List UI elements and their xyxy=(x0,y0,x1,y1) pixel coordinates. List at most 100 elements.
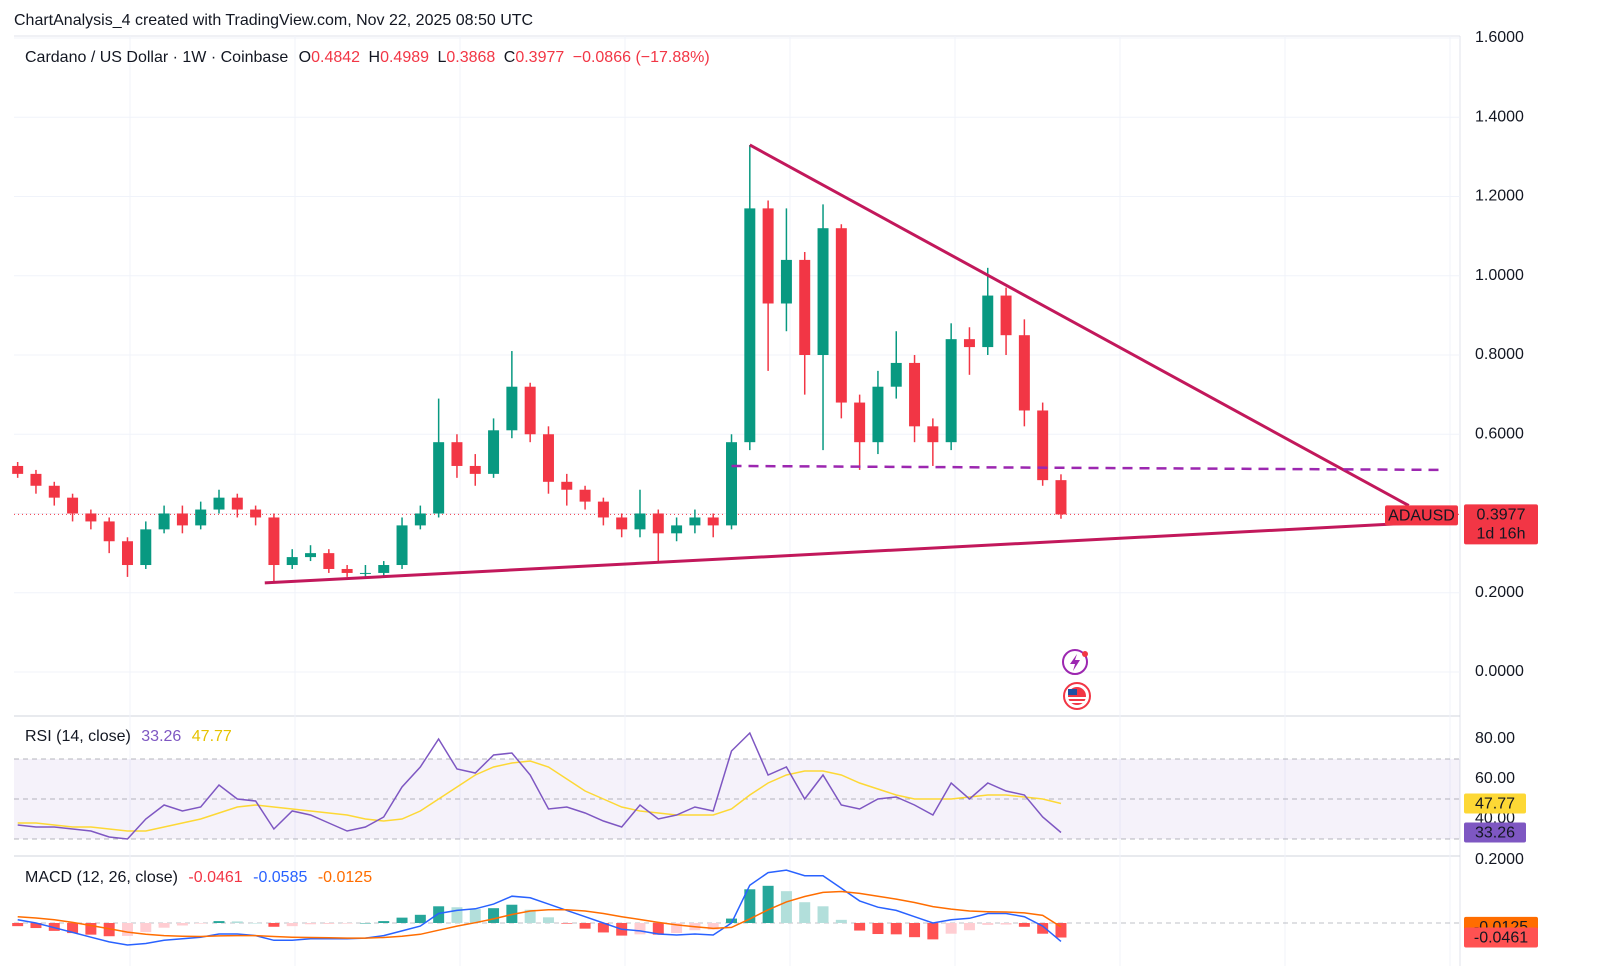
signal-value: -0.0125 xyxy=(318,869,372,886)
candle-body xyxy=(616,517,628,530)
candle-body xyxy=(67,497,79,514)
change: −0.0866 (−17.88%) xyxy=(573,49,710,66)
histogram-bar xyxy=(488,908,500,923)
histogram-bar xyxy=(945,922,957,934)
candle-body xyxy=(817,228,829,356)
candle-body xyxy=(799,259,811,356)
y-tick-label: 1.2000 xyxy=(1475,188,1524,205)
candle-body xyxy=(250,509,262,518)
rsi-ma-last-box xyxy=(1464,793,1526,814)
histogram-bar xyxy=(12,922,24,927)
rsi-legend: RSI (14, close) 33.26 47.77 xyxy=(25,728,232,745)
candle-body xyxy=(213,497,225,510)
event-icons[interactable] xyxy=(1062,649,1091,710)
y-tick-label: 0.2000 xyxy=(1475,584,1524,601)
ohlc-key: C xyxy=(504,49,516,66)
candle-body xyxy=(671,525,683,534)
histogram-bar xyxy=(341,922,353,924)
histogram-bar xyxy=(231,921,243,923)
candle-body xyxy=(634,513,646,530)
candle-body xyxy=(158,513,170,530)
histogram-bar xyxy=(176,922,188,926)
histogram-bar xyxy=(817,906,829,923)
candle-body xyxy=(140,529,152,566)
histogram-bar xyxy=(1037,922,1049,934)
candle-body xyxy=(835,228,847,403)
ohlc-value: 0.3977 xyxy=(515,49,564,66)
histogram-bar xyxy=(707,922,719,930)
histogram-bar xyxy=(652,922,664,935)
candle-body xyxy=(689,517,701,526)
candle-body xyxy=(744,208,756,443)
histogram-bar xyxy=(1000,922,1012,925)
candle-body xyxy=(927,426,939,443)
histogram-bar xyxy=(213,921,225,923)
histogram-bar xyxy=(671,922,683,934)
histogram-bar xyxy=(982,922,994,925)
histogram-bar xyxy=(103,922,115,937)
rsi-ma-value: 47.77 xyxy=(192,728,232,745)
candle-body xyxy=(780,259,792,304)
histogram-bar xyxy=(780,891,792,923)
histogram-bar xyxy=(250,922,262,924)
candle-body xyxy=(963,339,975,348)
ticker-label: ADAUSD xyxy=(1388,508,1455,525)
candle-body xyxy=(341,568,353,573)
histogram-bar xyxy=(561,922,573,924)
icon-dot xyxy=(1082,651,1088,657)
histogram-bar xyxy=(1055,922,1067,938)
candle-body xyxy=(488,430,500,474)
candle-body xyxy=(378,565,390,573)
histogram-bar xyxy=(726,918,737,923)
rsi-ma-line xyxy=(17,760,1062,832)
candle-body xyxy=(652,513,664,534)
histogram-bar xyxy=(963,922,975,931)
histogram-bar xyxy=(286,922,298,927)
ohlc-key: H xyxy=(369,49,381,66)
candle-body xyxy=(506,386,518,431)
candle-body xyxy=(1018,335,1030,411)
candle-body xyxy=(579,489,591,502)
histogram-bar xyxy=(634,922,646,935)
candle-body xyxy=(286,557,298,566)
hist-last: -0.0461 xyxy=(1474,930,1528,947)
histogram-bar xyxy=(195,922,207,924)
candle-body xyxy=(1037,410,1049,481)
ohlc-key: L xyxy=(437,49,446,66)
histogram-bar xyxy=(1018,922,1030,927)
candle-body xyxy=(982,295,994,348)
histogram-bar xyxy=(579,922,591,929)
candle-body xyxy=(396,525,408,566)
y-tick-label: 1.0000 xyxy=(1475,267,1524,284)
candle-body xyxy=(195,509,207,526)
candle-body xyxy=(762,208,774,304)
candle-body xyxy=(121,541,133,566)
histogram-bar xyxy=(799,902,811,923)
rsi-value: 33.26 xyxy=(141,728,181,745)
histogram-bar xyxy=(854,922,866,931)
histogram-bar xyxy=(872,922,884,935)
candle-body xyxy=(323,553,335,569)
candle-body xyxy=(359,572,371,574)
rsi-last-box xyxy=(1464,822,1526,843)
macd-value: -0.0585 xyxy=(253,869,307,886)
candle-body xyxy=(524,386,536,435)
y-tick-label: 0.0000 xyxy=(1475,663,1524,680)
watermark-title: ChartAnalysis_4 created with TradingView… xyxy=(14,12,533,29)
plot: 0.00000.20000.40000.60000.80001.00001.20… xyxy=(12,29,1538,966)
histogram-bar xyxy=(524,909,536,923)
histogram-bar xyxy=(140,922,152,933)
histogram-bar xyxy=(890,922,902,935)
candle-body xyxy=(542,434,554,482)
candle-body xyxy=(30,473,42,486)
trendline xyxy=(749,143,1410,507)
candle-body xyxy=(176,513,188,526)
histogram-bar xyxy=(762,885,774,923)
ohlc-value: 0.4989 xyxy=(380,49,429,66)
hist-value: -0.0461 xyxy=(188,869,242,886)
candle-body xyxy=(268,517,280,566)
macd-legend: MACD (12, 26, close) -0.0461 -0.0585 -0.… xyxy=(25,869,372,886)
histogram-bar xyxy=(268,922,280,927)
